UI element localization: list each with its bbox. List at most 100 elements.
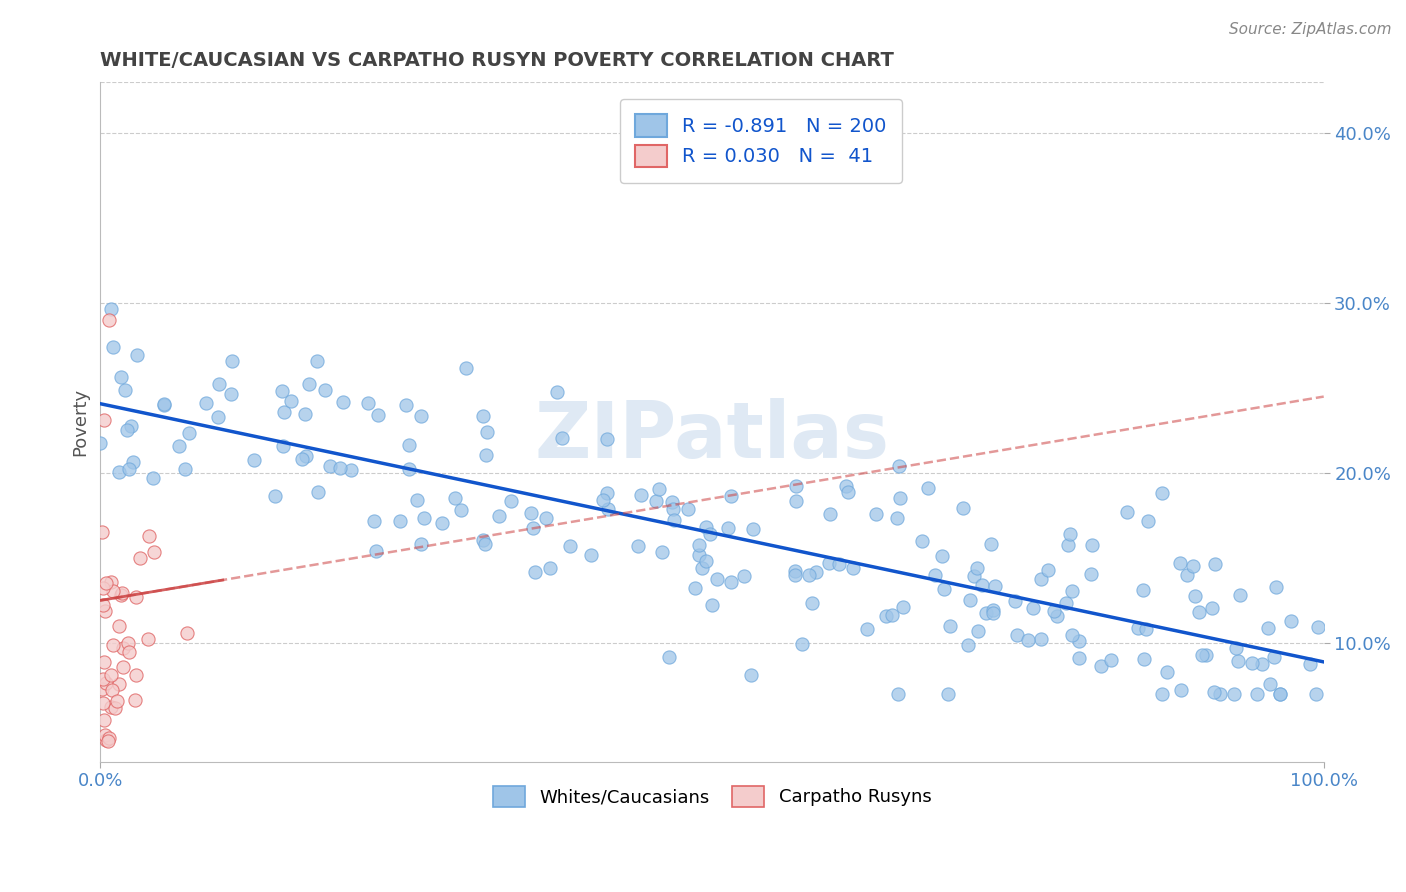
Point [936,687,959,701]
Point [966,561,988,575]
Point [676,502,699,516]
Point [1168,556,1191,570]
Point [835,479,858,493]
Point [828,558,851,572]
Point [97,734,120,748]
Point [818,556,841,570]
Point [1258,676,1281,690]
Point [94,676,117,690]
Point [1062,583,1084,598]
Point [332,395,354,409]
Point [818,508,841,522]
Point [273,405,295,419]
Point [1069,634,1091,648]
Point [924,568,946,582]
Point [1080,538,1102,552]
Point [783,567,806,582]
Point [477,425,499,440]
Point [389,514,412,528]
Point [474,537,496,551]
Point [1054,596,1077,610]
Point [1017,632,1039,647]
Point [93,604,115,618]
Point [367,408,389,422]
Point [100,575,122,590]
Point [699,526,721,541]
Point [101,584,124,599]
Point [454,360,477,375]
Point [501,493,523,508]
Point [799,567,821,582]
Text: WHITE/CAUCASIAN VS CARPATHO RUSYN POVERTY CORRELATION CHART: WHITE/CAUCASIAN VS CARPATHO RUSYN POVERT… [100,51,894,70]
Point [93,656,115,670]
Point [319,458,342,473]
Point [596,486,619,500]
Point [837,484,859,499]
Point [91,598,114,612]
Point [579,548,602,562]
Point [984,579,1007,593]
Point [91,582,114,596]
Point [174,462,197,476]
Point [596,432,619,446]
Point [702,598,724,612]
Point [97,313,120,327]
Point [980,537,1002,551]
Y-axis label: Poverty: Poverty [72,388,89,456]
Point [110,588,132,602]
Point [101,683,124,698]
Point [1204,558,1226,572]
Point [357,396,380,410]
Point [221,354,243,368]
Point [111,586,134,600]
Point [522,521,544,535]
Point [1246,687,1268,701]
Point [952,500,974,515]
Point [271,384,294,398]
Point [546,384,568,399]
Point [1226,654,1249,668]
Point [153,398,176,412]
Point [911,533,934,548]
Point [875,608,897,623]
Point [1279,614,1302,628]
Point [1241,656,1264,670]
Point [298,376,321,391]
Legend: Whites/Caucasians, Carpatho Rusyns: Whites/Caucasians, Carpatho Rusyns [485,779,939,814]
Point [720,574,742,589]
Point [398,462,420,476]
Point [411,537,433,551]
Point [1021,601,1043,615]
Point [690,561,713,575]
Point [981,603,1004,617]
Point [405,492,427,507]
Point [688,548,710,562]
Point [314,383,336,397]
Point [720,489,742,503]
Point [972,578,994,592]
Point [177,425,200,440]
Point [1090,658,1112,673]
Point [627,539,650,553]
Point [101,638,124,652]
Point [741,522,763,536]
Point [1209,687,1232,701]
Point [125,591,148,605]
Point [1229,588,1251,602]
Point [648,482,671,496]
Point [264,489,287,503]
Point [1195,648,1218,663]
Point [488,509,510,524]
Point [108,676,131,690]
Point [1137,514,1160,528]
Point [785,493,807,508]
Point [1265,581,1288,595]
Point [122,454,145,468]
Point [1080,567,1102,582]
Point [558,539,581,553]
Point [1170,683,1192,698]
Point [115,423,138,437]
Point [1257,621,1279,635]
Point [329,461,352,475]
Point [889,491,911,506]
